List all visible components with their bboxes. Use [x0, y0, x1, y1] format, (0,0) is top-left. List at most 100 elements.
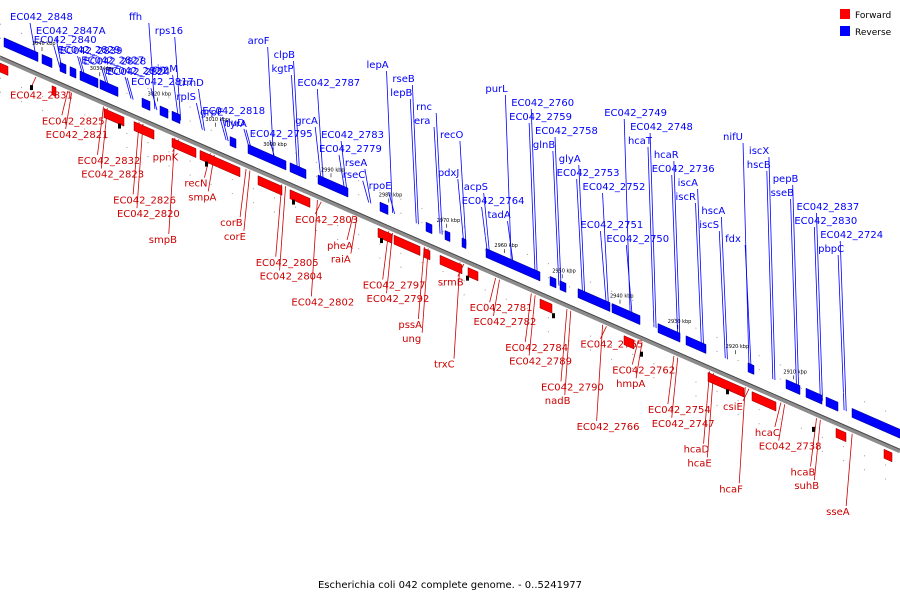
- legend-forward-label: Forward: [855, 11, 891, 21]
- reverse-gene-label: rplS: [176, 92, 196, 103]
- reverse-gene-label: grcA: [295, 116, 318, 127]
- gene-leader-line: [768, 156, 776, 381]
- forward-gene-block: [393, 234, 421, 256]
- tick-label: 3020 kbp: [148, 92, 172, 98]
- gene-leader-line: [774, 402, 782, 427]
- gene-leader-line: [198, 88, 205, 131]
- forward-gene-label: EC042_2738: [759, 442, 822, 453]
- gene-leader-line: [695, 202, 702, 348]
- gene-leader-line: [602, 192, 609, 308]
- gene-leader-line: [291, 74, 298, 172]
- tick-label: 3030 kbp: [90, 66, 114, 72]
- reverse-gene-label: lepB: [390, 88, 412, 99]
- forward-gene-block: [439, 254, 463, 275]
- reverse-gene-label: EC042_2840: [34, 35, 97, 46]
- forward-gene-block: [51, 85, 57, 97]
- gene-leader-line: [239, 168, 247, 218]
- gene-leader-line: [293, 60, 300, 173]
- forward-gene-block: [133, 121, 155, 140]
- reverse-gene-label: EC042_2753: [557, 168, 620, 179]
- forward-gene-label: EC042_2802: [291, 297, 354, 308]
- gene-leader-line: [671, 357, 679, 418]
- reverse-gene-label: nifU: [723, 132, 743, 143]
- reverse-gene-block: [317, 174, 349, 198]
- gene-leader-line: [457, 178, 465, 245]
- forward-gene-label: EC042_2825: [42, 116, 105, 127]
- gene-leader-line: [53, 45, 61, 68]
- reverse-gene-label: EC042_2750: [606, 234, 669, 245]
- gene-leader-line: [623, 118, 631, 317]
- reverse-gene-label: EC042_2795: [250, 129, 313, 140]
- reverse-gene-label: EC042_2839: [60, 46, 123, 57]
- genome-caption: Escherichia coli 042 complete genome. - …: [318, 580, 582, 591]
- forward-gene-label: EC042_2747: [652, 419, 715, 430]
- forward-gene-label: hcaC: [755, 428, 780, 439]
- forward-gene-label: hcaB: [791, 467, 816, 478]
- reverse-gene-label: pdxJ: [438, 168, 460, 179]
- gene-leader-line: [530, 108, 538, 277]
- gene-leader-line: [412, 84, 419, 225]
- forward-gene-block: [623, 335, 635, 350]
- reverse-gene-label: EC042_2847A: [36, 26, 106, 37]
- reverse-gene-label: rimM: [153, 64, 178, 75]
- forward-gene-label: EC042_2803: [295, 215, 358, 226]
- reverse-gene-block: [851, 407, 900, 439]
- gene-leader-line: [766, 170, 774, 380]
- reverse-gene-label: EC042_2758: [535, 126, 598, 137]
- forward-gene-label: hcaF: [719, 484, 743, 495]
- gene-leader-line: [697, 188, 705, 349]
- tick-label: 2980 kbp: [379, 193, 403, 199]
- reverse-gene-block: [685, 335, 707, 354]
- reverse-gene-label: trmD: [178, 78, 204, 89]
- reverse-gene-label: hcaR: [654, 150, 679, 161]
- gene-leader-line: [839, 240, 847, 412]
- reverse-gene-label: pepB: [773, 174, 799, 185]
- tick-label: 2970 kbp: [437, 218, 461, 224]
- reverse-gene-label: rseA: [345, 158, 367, 169]
- genome-axis: [0, 56, 900, 454]
- gene-leader-line: [388, 191, 396, 214]
- reverse-gene-label: EC042_2817: [131, 77, 194, 88]
- gene-leader-line: [600, 230, 607, 307]
- reverse-gene-block: [785, 379, 801, 395]
- reverse-gene-label: EC042_2752: [583, 182, 646, 193]
- gene-leader-line: [459, 140, 467, 246]
- reverse-gene-label: clpB: [274, 50, 296, 61]
- gene-leader-line: [409, 98, 417, 224]
- forward-gene-label: EC042_2823: [81, 170, 144, 181]
- reverse-gene-label: EC042_2764: [462, 196, 525, 207]
- gene-leader-line: [481, 206, 488, 255]
- reverse-gene-label: EC042_2736: [652, 164, 715, 175]
- reverse-gene-block: [747, 362, 755, 375]
- forward-gene-block: [0, 62, 9, 76]
- gene-leader-line: [564, 310, 572, 396]
- forward-gene-label: EC042_2784: [505, 343, 568, 354]
- forward-gene-block: [883, 448, 893, 463]
- forward-gene-label: corB: [220, 218, 243, 229]
- gene-leader-line: [845, 433, 853, 507]
- reverse-gene-label: lepA: [367, 60, 389, 71]
- forward-gene-label: pssA: [398, 320, 422, 331]
- gene-leader-line: [435, 112, 443, 235]
- forward-gene-label: EC042_2754: [648, 405, 711, 416]
- reverse-gene-block: [425, 221, 433, 235]
- forward-gene-label: hcaD: [684, 445, 710, 456]
- reverse-gene-block: [461, 237, 467, 250]
- reverse-gene-label: aroF: [248, 36, 270, 47]
- forward-gene-label: EC042_2781: [470, 303, 533, 314]
- tick-label: 3010 kbp: [205, 117, 229, 123]
- gene-leader-line: [524, 293, 532, 342]
- gene-leader-line: [810, 418, 817, 467]
- forward-gene-block: [171, 137, 197, 159]
- reverse-gene-label: EC042_2748: [630, 122, 693, 133]
- reverse-gene-label: rpoE: [369, 181, 392, 192]
- reverse-gene-block: [549, 275, 557, 289]
- gene-leader-line: [671, 174, 679, 338]
- gene-leader-line: [489, 277, 497, 303]
- tick-label: 2960 kbp: [494, 243, 518, 249]
- reverse-gene-block: [141, 97, 151, 111]
- forward-gene-block: [377, 227, 393, 244]
- tick-label: 2990 kbp: [321, 167, 345, 173]
- reverse-gene-block: [171, 110, 181, 125]
